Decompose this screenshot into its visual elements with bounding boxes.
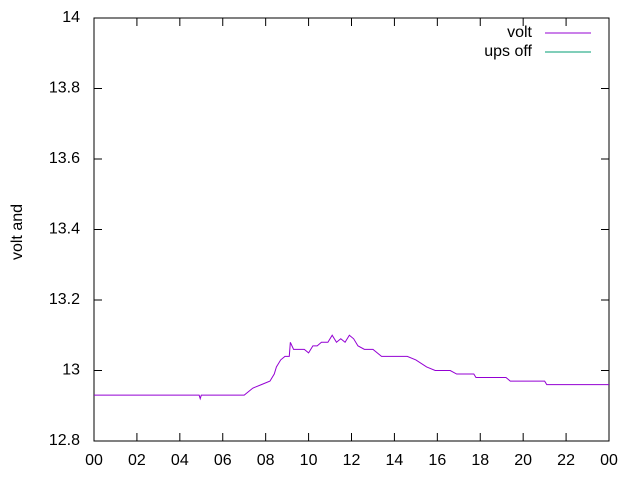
- x-tick-label: 12: [343, 452, 361, 469]
- y-tick-label: 13.2: [49, 291, 80, 308]
- y-tick-label: 12.8: [49, 432, 80, 449]
- y-tick-label: 13.4: [49, 221, 80, 238]
- legend-label: ups off: [484, 43, 532, 60]
- x-tick-label: 08: [257, 452, 275, 469]
- y-tick-label: 14: [62, 9, 80, 26]
- x-tick-label: 14: [386, 452, 404, 469]
- x-tick-label: 10: [300, 452, 318, 469]
- x-tick-label: 00: [600, 452, 618, 469]
- x-tick-label: 02: [128, 452, 146, 469]
- x-tick-label: 22: [557, 452, 575, 469]
- x-tick-label: 18: [471, 452, 489, 469]
- legend-label: volt: [507, 24, 532, 41]
- x-tick-label: 06: [214, 452, 232, 469]
- x-tick-label: 04: [171, 452, 189, 469]
- y-axis-label: volt and: [9, 204, 26, 260]
- data-line: [94, 334, 609, 401]
- x-tick-label: 20: [514, 452, 532, 469]
- plot-border: [93, 17, 610, 442]
- y-tick-label: 13: [62, 362, 80, 379]
- x-tick-label: 16: [428, 452, 446, 469]
- y-tick-label: 13.6: [49, 150, 80, 167]
- y-tick-label: 13.8: [49, 80, 80, 97]
- x-tick-label: 00: [85, 452, 103, 469]
